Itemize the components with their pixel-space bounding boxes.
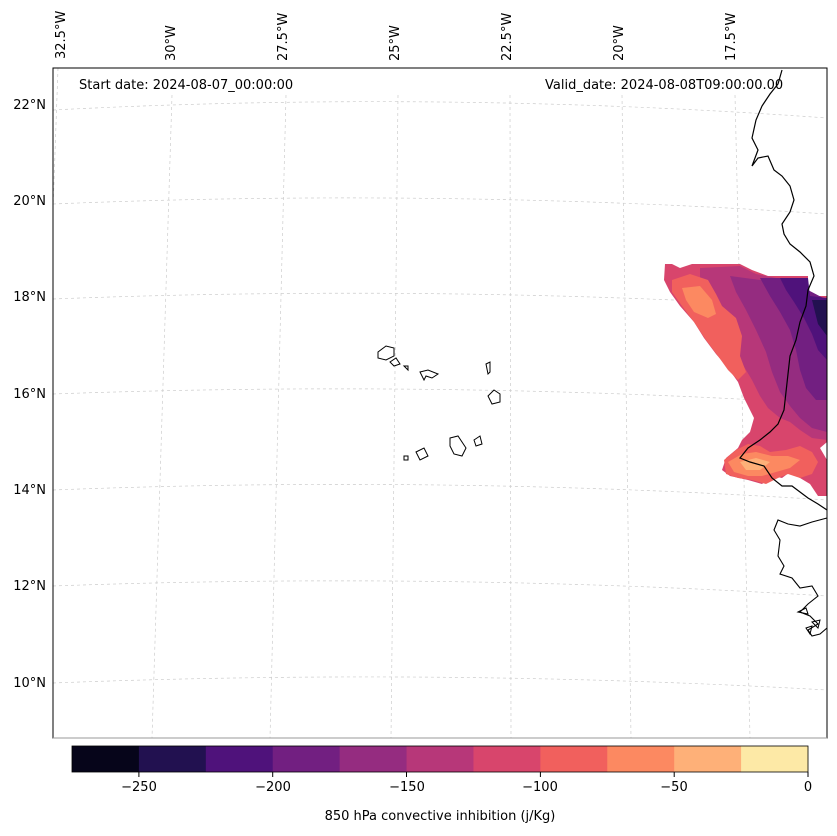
island-santo-antao [377, 345, 395, 361]
lon-label-25w: 25°W [388, 25, 403, 61]
meridian-27-5w [269, 94, 287, 739]
bijagos-islands [796, 607, 821, 636]
colorbar-bin [473, 746, 541, 772]
lat-label-20n: 20°N [13, 194, 46, 209]
parallel-14n [52, 484, 828, 501]
lon-label-20w: 20°W [612, 25, 627, 61]
island-sal [485, 361, 491, 376]
colorbar-bin [138, 746, 207, 772]
valid-date-label: Valid_date: 2024-08-08T09:00:00.00 [545, 78, 784, 93]
lon-label-27-5w: 27.5°W [276, 12, 291, 61]
colorbar-bin [674, 746, 742, 772]
parallel-20n [52, 197, 828, 215]
cb-tick-label: −100 [522, 780, 558, 795]
parallel-16n [52, 388, 828, 405]
colorbar-bin [607, 746, 675, 772]
cin-contours [664, 264, 827, 496]
colorbar-label: 850 hPa convective inhibition (j/Kg) [324, 809, 556, 824]
cb-tick-label: −150 [389, 780, 425, 795]
meridian-30w [151, 94, 173, 739]
island-brava [403, 455, 409, 461]
parallel-22n [52, 101, 828, 119]
cb-tick-label: −250 [121, 780, 157, 795]
cb-tick-label: 0 [803, 780, 813, 795]
lat-label-14n: 14°N [13, 483, 46, 498]
lat-label-10n: 10°N [13, 676, 46, 691]
colorbar-bin [272, 746, 341, 772]
cb-tick-label: −50 [660, 780, 688, 795]
lat-label-12n: 12°N [13, 579, 46, 594]
colorbar-bin [205, 746, 274, 772]
colorbar-bin [540, 746, 608, 772]
colorbar-bin [339, 746, 408, 772]
island-sao-vicente [389, 357, 401, 367]
lon-label-17-5w: 17.5°W [724, 12, 739, 61]
meridian-17-5w [734, 94, 751, 739]
colorbar-bin [406, 746, 474, 772]
meridian-25w [390, 94, 399, 739]
parallel-10n [52, 676, 828, 691]
lat-label-16n: 16°N [13, 387, 46, 402]
africa-coastline-south [773, 517, 828, 637]
cb-tick-label: −200 [255, 780, 291, 795]
cape-verde-islands [377, 345, 501, 461]
lon-label-32-5w: 32.5°W [54, 10, 69, 59]
island-santiago [449, 435, 467, 457]
island-santa-luzia [402, 365, 409, 372]
cin-band-deeper [780, 278, 827, 360]
parallel-18n [52, 292, 828, 309]
island-maio [473, 435, 483, 447]
colorbar-ticks [138, 772, 809, 777]
colorbar-bin [741, 746, 809, 772]
graticule [52, 67, 828, 739]
start-date-label: Start date: 2024-08-07_00:00:00 [79, 78, 294, 93]
island-fogo [415, 447, 429, 461]
colorbar [72, 746, 809, 772]
meridian-20w [621, 94, 632, 739]
cin-band-deepest [812, 300, 827, 336]
lon-label-22-5w: 22.5°W [500, 12, 515, 61]
map-frame [53, 68, 827, 738]
parallel-12n [52, 580, 828, 597]
island-boa-vista [487, 389, 501, 405]
lat-label-18n: 18°N [13, 290, 46, 305]
lon-label-30w: 30°W [164, 25, 179, 61]
colorbar-bin [72, 746, 140, 772]
lat-label-22n: 22°N [13, 98, 46, 113]
meridian-22-5w [509, 94, 512, 739]
colorbar-border [71, 745, 809, 773]
island-sao-nicolau [419, 369, 440, 382]
africa-coastline [739, 69, 828, 511]
cin-band-low-2 [682, 286, 716, 318]
